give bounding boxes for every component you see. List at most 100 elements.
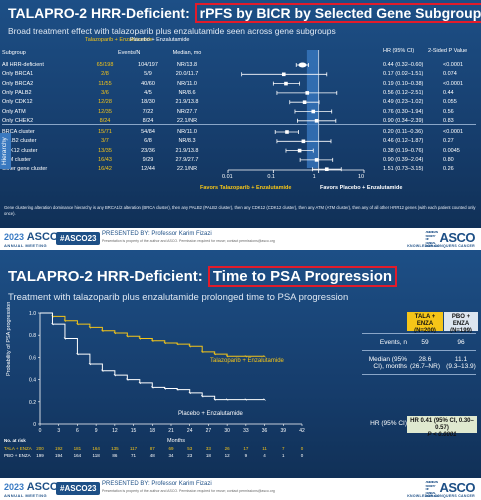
title-prefix: TALAPRO-2 HRR-Deficient: xyxy=(8,5,194,21)
hr-value: 0.17 (0.02–1.51) xyxy=(383,71,424,78)
col-header-tala: TALA + ENZA (N=200) xyxy=(407,312,443,334)
at-risk-pbo: 71 xyxy=(131,453,137,458)
slide-title: TALAPRO-2 HRR-Deficient: rPFS by BICR by… xyxy=(8,3,481,23)
at-risk-tala: 7 xyxy=(282,446,285,451)
censor-mark xyxy=(63,319,67,322)
hr-value: 0.20 (0.11–0.36) xyxy=(383,129,423,135)
x-tick-label: 33 xyxy=(243,428,249,434)
table-rule xyxy=(362,333,476,334)
hr-point xyxy=(314,158,319,162)
at-risk-tala: 17 xyxy=(243,446,249,451)
median-value: NR/11.0 xyxy=(177,129,197,135)
y-tick-label: 1.0 xyxy=(29,311,36,317)
censor-mark xyxy=(213,398,216,401)
censor-mark xyxy=(225,355,229,358)
events-tala: 59 xyxy=(421,339,429,346)
pbo-events: 104/197 xyxy=(138,62,158,68)
at-risk-pbo: 12 xyxy=(224,453,230,458)
p-value: 0.80 xyxy=(443,156,454,163)
hr-value: 0.44 (0.32–0.60) xyxy=(383,62,424,68)
censor-mark xyxy=(101,329,104,332)
x-axis-label: Months xyxy=(167,438,186,444)
presenter: PRESENTED BY: Professor Karim Fizazi Pres… xyxy=(102,481,275,493)
p-value: 0.074 xyxy=(443,71,457,78)
at-risk-pbo: 0 xyxy=(300,453,304,458)
asco-meeting-logo: 2023 ASCO ANNUAL MEETING xyxy=(4,481,58,498)
at-risk-pbo: 23 xyxy=(187,453,193,458)
subgroup-name: All HRR-deficient xyxy=(2,62,44,68)
at-risk-tala: 117 xyxy=(129,446,138,451)
subgroup-name: Only CHEK2 xyxy=(2,117,34,124)
censor-mark xyxy=(200,395,204,398)
events-label: Events, n xyxy=(379,339,407,346)
tala-events: 15/71 xyxy=(98,129,112,135)
col-pbo-name: PBO + ENZA xyxy=(451,314,471,327)
footer-brand: ASCO xyxy=(26,231,59,243)
header-pbo: Placebo + Enzalutamide xyxy=(130,37,190,43)
pbo-events: 18/30 xyxy=(141,99,155,106)
hr-box: HR 0.41 (95% CI, 0.30–0.57) P < 0.0001 xyxy=(407,416,477,438)
at-risk-pbo: 1 xyxy=(282,453,285,458)
permission-note: Presentation is property of the author a… xyxy=(102,239,275,243)
logo-text: ASCO xyxy=(439,230,475,245)
median-label: Median (95% CI), months xyxy=(368,356,407,370)
series-label-tala: Talazoparib + Enzalutamide xyxy=(210,358,284,364)
pbo-events: 9/29 xyxy=(142,156,154,163)
asco-logo: AMERICAN SOCIETY OF CLINICAL ONCOLOGY ASC… xyxy=(407,480,475,498)
forest-header: Talazoparib + Enzalutamide Placebo + Enz… xyxy=(0,37,481,59)
pbo-events: 12/44 xyxy=(141,166,155,173)
forest-row: ATM cluster 16/43 9/29 27.9/27.7 0.90 (0.39–… xyxy=(0,155,481,165)
hr-point xyxy=(324,167,329,171)
axis-tick-label: 1 xyxy=(312,174,316,180)
censor-mark xyxy=(176,388,179,391)
at-risk-pbo: 86 xyxy=(112,453,118,458)
p-value: 0.27 xyxy=(443,138,454,145)
median-value: 22.1/NR xyxy=(176,117,198,124)
x-tick-label: 30 xyxy=(224,428,230,434)
slide-title: TALAPRO-2 HRR-Deficient: Time to PSA Pro… xyxy=(8,266,398,287)
censor-mark xyxy=(151,339,154,342)
tala-events: 16/43 xyxy=(98,156,112,163)
subgroup-name: PALB2 cluster xyxy=(2,138,37,145)
events-pbo: 96 xyxy=(457,339,465,346)
at-risk-pbo: 9 xyxy=(244,453,248,458)
tala-events: 65/198 xyxy=(96,62,114,68)
highlight-band xyxy=(306,50,319,168)
logo-society: AMERICAN SOCIETY OF CLINICAL ONCOLOGY xyxy=(425,230,439,248)
header-tala: Talazoparib + Enzalutamide xyxy=(85,37,153,43)
censor-mark xyxy=(113,331,117,335)
footnote: Gene clustering alteration dominance hie… xyxy=(4,205,476,216)
hr-point xyxy=(285,130,289,134)
subgroup-name: Only CDK12 xyxy=(2,99,33,106)
censor-mark xyxy=(163,341,166,345)
hr-point xyxy=(298,62,307,68)
at-risk-tala: 69 xyxy=(168,446,174,451)
hr-value: 0.90 (0.34–2.39) xyxy=(383,117,424,124)
table-rule xyxy=(362,350,476,351)
logo-text: ASCO xyxy=(439,480,475,495)
censor-mark xyxy=(263,355,266,358)
p-value: <0.0001 xyxy=(443,80,464,87)
at-risk-pbo: 199 xyxy=(36,453,44,458)
asco-meeting-logo: 2023 ASCO ANNUAL MEETING xyxy=(4,231,59,248)
censor-mark xyxy=(225,398,229,401)
slide-forest-plot: TALAPRO-2 HRR-Deficient: rPFS by BICR by… xyxy=(0,0,481,250)
hr-point xyxy=(311,109,316,114)
censor-mark xyxy=(244,398,248,401)
y-tick-label: 0.2 xyxy=(29,400,36,406)
km-chart: 0 3 6 9 12 15 18 21 24 27 30 33 36 39 4200.20.40.60.81… xyxy=(29,311,305,434)
header-subgroup: Subgroup xyxy=(2,50,26,56)
col-pbo-n: (N=199) xyxy=(450,328,472,334)
asco-logo: AMERICAN SOCIETY OF CLINICAL ONCOLOGY ASC… xyxy=(407,230,475,248)
subgroup-name: Only BRCA2 xyxy=(2,80,34,87)
hr-value: 0.46 (0.12–1.87) xyxy=(383,138,424,145)
table-rule xyxy=(362,374,476,375)
y-tick-label: 0 xyxy=(33,422,36,428)
tala-events: 3/7 xyxy=(101,138,109,145)
header-median: Median, mo xyxy=(172,50,202,56)
subgroup-name: Only BRCA1 xyxy=(2,71,34,78)
median-value: 21.9/13.8 xyxy=(175,99,199,106)
favor-tala-label: Favors Talazoparib + Enzalutamide xyxy=(200,185,292,191)
x-tick-label: 0 xyxy=(39,428,42,434)
y-tick-label: 0.8 xyxy=(29,333,36,339)
